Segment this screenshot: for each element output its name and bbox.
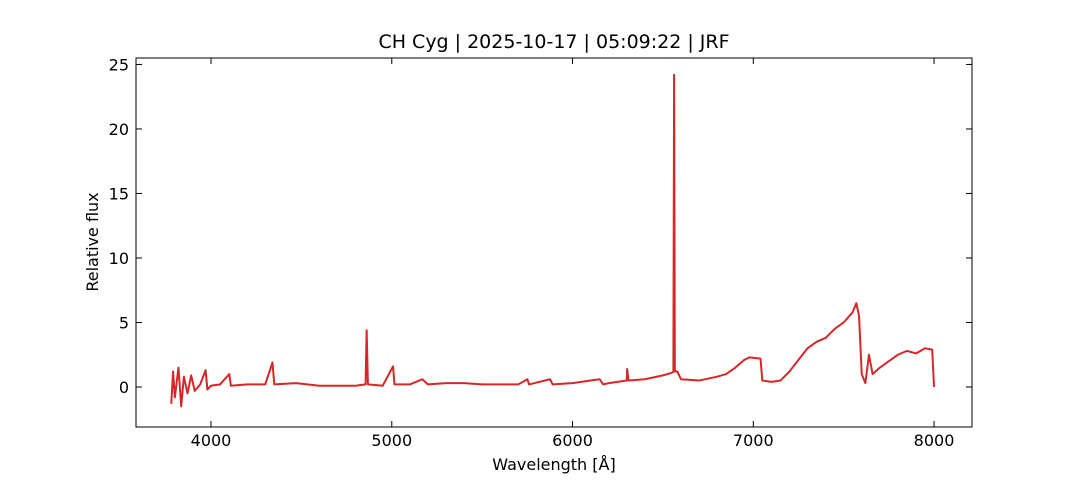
y-tick-label: 10 [109,249,129,268]
y-tick-label: 15 [109,184,129,203]
plot-frame [135,57,973,428]
y-axis-label: Relative flux [83,192,102,291]
x-axis-label: Wavelength [Å] [492,455,615,474]
y-tick-label: 0 [119,378,129,397]
x-tick-label: 5000 [371,431,412,450]
x-tick-label: 4000 [191,431,232,450]
y-tick-label: 25 [109,55,129,74]
x-tick-label: 8000 [914,431,955,450]
x-tick-label: 7000 [733,431,774,450]
y-tick-label: 5 [119,313,129,332]
y-tick-label: 20 [109,120,129,139]
x-tick-label: 6000 [552,431,593,450]
chart-title: CH Cyg | 2025-10-17 | 05:09:22 | JRF [378,31,729,53]
spectrum-line [170,73,936,408]
